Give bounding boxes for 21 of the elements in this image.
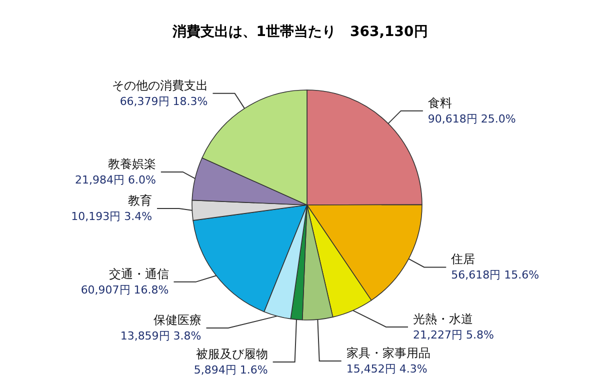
chart-title: 消費支出は、1世帯当たり 363,130円	[171, 24, 428, 40]
slice-label: 交通・通信	[108, 266, 169, 281]
slice-label: 保健医療	[153, 313, 202, 327]
data-label: 21,227円 5.8%	[413, 328, 494, 342]
slice-label: 被服及び履物	[196, 347, 268, 361]
slice-label: 教養娯楽	[108, 156, 156, 171]
slice-label: 住居	[450, 252, 476, 266]
data-label: 60,907円 16.8%	[80, 283, 169, 296]
data-label: 21,984円 6.0%	[74, 173, 156, 186]
data-label: 5,894円 1.6%	[194, 364, 268, 376]
data-label: 13,859円 3.8%	[120, 330, 202, 342]
slice-label: 家具・家事用品	[346, 346, 430, 360]
slice-label: 教育	[128, 194, 152, 208]
data-label: 15,452円 4.3%	[346, 362, 428, 376]
data-label: 66,379円 18.3%	[120, 94, 208, 108]
slice-label: 食料	[428, 96, 452, 110]
data-label: 10,193円 3.4%	[71, 210, 152, 224]
slice-label: 光熱・水道	[413, 312, 473, 326]
data-label: 90,618円 25.0%	[428, 112, 516, 126]
data-label: 56,618円 15.6%	[451, 268, 540, 282]
slice-label: その他の消費支出	[112, 78, 208, 92]
